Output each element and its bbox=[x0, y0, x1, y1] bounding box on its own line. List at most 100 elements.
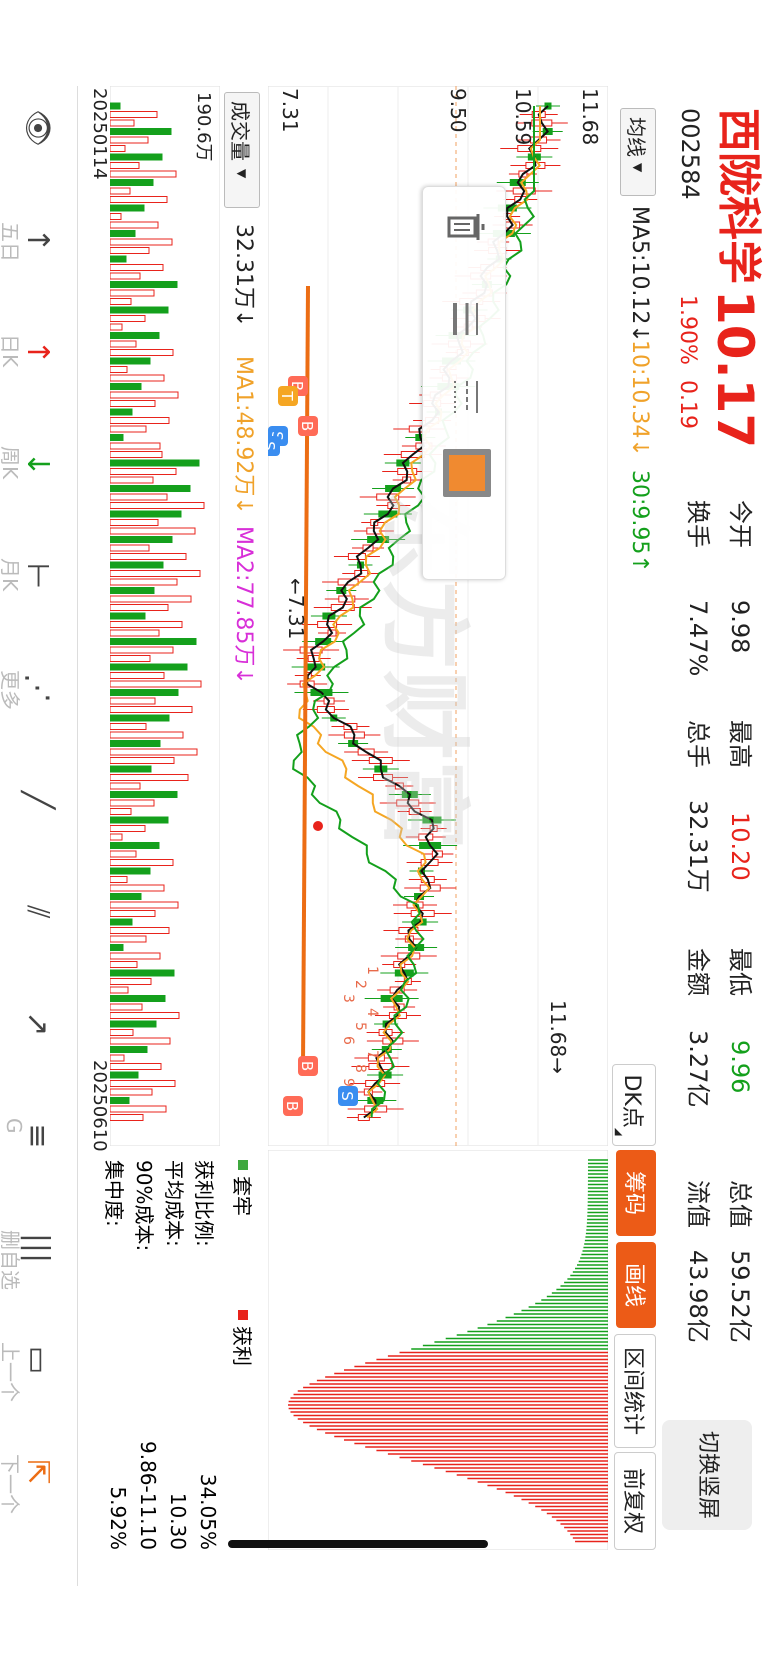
toolbar-label: 周K bbox=[0, 446, 22, 480]
volume-bar bbox=[110, 476, 154, 484]
chevron-down-icon: ▼ bbox=[631, 163, 645, 173]
volume-bar bbox=[110, 1012, 180, 1019]
volume-bar bbox=[110, 128, 172, 135]
low-marker-label: ←7.31 bbox=[284, 578, 308, 640]
volume-bar bbox=[110, 672, 165, 679]
draw-style-popup bbox=[422, 186, 506, 580]
volume-bar bbox=[110, 918, 133, 926]
line-width-icon[interactable] bbox=[447, 299, 483, 339]
volume-bar bbox=[110, 561, 164, 569]
volume-bar bbox=[110, 425, 147, 433]
amount-value: 3.27亿 bbox=[684, 1030, 712, 1108]
delete-icon[interactable] bbox=[443, 209, 487, 245]
tab-range-stats[interactable]: 区间统计 bbox=[614, 1334, 656, 1448]
volume-bar bbox=[110, 978, 152, 985]
dk-point-label: DK点 bbox=[619, 1074, 644, 1128]
volume-bar bbox=[110, 485, 191, 492]
volume-bar bbox=[110, 417, 170, 424]
change-pct: 1.90% bbox=[675, 295, 700, 365]
volume-bar bbox=[110, 179, 154, 186]
toolbar-label: 上一个 bbox=[0, 1342, 22, 1402]
golden-section-icon[interactable]: ≡ bbox=[20, 1123, 56, 1149]
trade-marker-label: S bbox=[268, 431, 286, 441]
trade-marker-label: T bbox=[278, 390, 296, 401]
volume-bar bbox=[110, 723, 147, 730]
volume-bar bbox=[110, 740, 161, 747]
volume-bar bbox=[110, 111, 158, 118]
tab-pre-adjust[interactable]: 前复权 bbox=[614, 1452, 656, 1550]
float-mv-value: 43.98亿 bbox=[684, 1250, 712, 1343]
switch-portrait-button[interactable]: 切换竖屏 bbox=[662, 1420, 752, 1530]
volume-bar bbox=[110, 774, 189, 781]
trade-marker[interactable]: S bbox=[338, 1086, 358, 1106]
volume-bar bbox=[110, 374, 165, 382]
volume-chart[interactable] bbox=[110, 86, 220, 1146]
line-style-icon[interactable] bbox=[447, 377, 483, 417]
toolbar-label: 月K bbox=[0, 558, 22, 592]
volume-bar bbox=[110, 680, 202, 688]
volume-bar bbox=[110, 230, 136, 237]
volume-max-tick: 190.6万 bbox=[193, 92, 214, 162]
volume-bar bbox=[110, 765, 152, 773]
dk-number-label: 2 bbox=[352, 980, 368, 989]
home-indicator bbox=[228, 1540, 488, 1548]
dk-number-label: 7 bbox=[364, 1050, 380, 1059]
volume-bar bbox=[110, 867, 151, 875]
volume-selector[interactable]: 成交量 ▼ bbox=[224, 92, 260, 208]
eye-icon[interactable]: 👁 bbox=[20, 108, 56, 148]
chip-stat-label: 获利比例: bbox=[192, 1160, 216, 1247]
turnover-label: 换手 bbox=[684, 500, 712, 548]
trade-marker[interactable]: B bbox=[283, 1096, 303, 1116]
ma-selector[interactable]: 均线 ▼ bbox=[620, 108, 656, 196]
volume-bar bbox=[110, 510, 182, 518]
volume-bar bbox=[110, 655, 151, 662]
switch-portrait-label: 切换竖屏 bbox=[695, 1430, 720, 1519]
volume-ma1: MA1:48.92万↓ bbox=[231, 356, 256, 515]
volume-bar bbox=[110, 689, 179, 696]
ray-icon[interactable]: ↗ bbox=[20, 1011, 56, 1037]
volume-bar bbox=[110, 170, 177, 178]
volume-bar bbox=[110, 272, 141, 280]
volume-bar bbox=[110, 451, 163, 458]
volume-bar bbox=[110, 578, 178, 586]
volume-bar bbox=[110, 213, 122, 220]
trade-marker[interactable]: S bbox=[268, 436, 280, 456]
volume-bar bbox=[110, 357, 151, 365]
volume-bar bbox=[110, 833, 123, 841]
kline-frame bbox=[268, 86, 608, 1146]
volume-bar bbox=[110, 162, 140, 169]
volume-bar bbox=[110, 961, 138, 968]
chip-frame bbox=[268, 1150, 608, 1550]
volume-bar bbox=[110, 1029, 134, 1036]
volume-bar bbox=[110, 1105, 167, 1113]
tab-draw-line[interactable]: 画线 bbox=[616, 1242, 656, 1328]
parallel-lines-icon[interactable]: ⫽ bbox=[20, 905, 56, 919]
volume-bar bbox=[110, 1097, 130, 1104]
color-swatch-fill bbox=[449, 455, 485, 491]
change-amt: 0.19 bbox=[675, 380, 700, 429]
trade-marker[interactable]: B bbox=[298, 1056, 318, 1076]
volume-bar bbox=[110, 663, 188, 671]
color-swatch-icon[interactable] bbox=[443, 449, 491, 497]
volume-bar bbox=[110, 340, 137, 348]
volume-bar bbox=[110, 595, 192, 603]
legend-profit: 获利 bbox=[229, 1310, 258, 1366]
legend-trapped: 套牢 bbox=[229, 1160, 258, 1216]
segment-icon[interactable]: ╱ bbox=[20, 790, 56, 810]
volume-bar bbox=[110, 434, 124, 441]
trade-marker-label: B bbox=[288, 381, 306, 391]
dk-point-button[interactable]: DK点 ◢ bbox=[612, 1064, 656, 1146]
dk-number-label: 4 bbox=[364, 1008, 380, 1017]
trade-marker[interactable]: T bbox=[278, 386, 298, 406]
volume-bar bbox=[110, 799, 155, 807]
open-value: 9.98 bbox=[726, 600, 754, 654]
tab-chips[interactable]: 筹码 bbox=[616, 1150, 656, 1236]
volume-bar bbox=[110, 493, 168, 501]
volume-bar bbox=[110, 544, 150, 552]
volume-bar bbox=[110, 519, 159, 526]
ma30-line bbox=[292, 106, 536, 1118]
trade-marker[interactable]: B bbox=[298, 416, 318, 436]
tab-pre-adjust-label: 前复权 bbox=[620, 1467, 645, 1534]
chevron-down-icon: ▼ bbox=[235, 169, 249, 179]
volume-bar bbox=[110, 612, 146, 620]
